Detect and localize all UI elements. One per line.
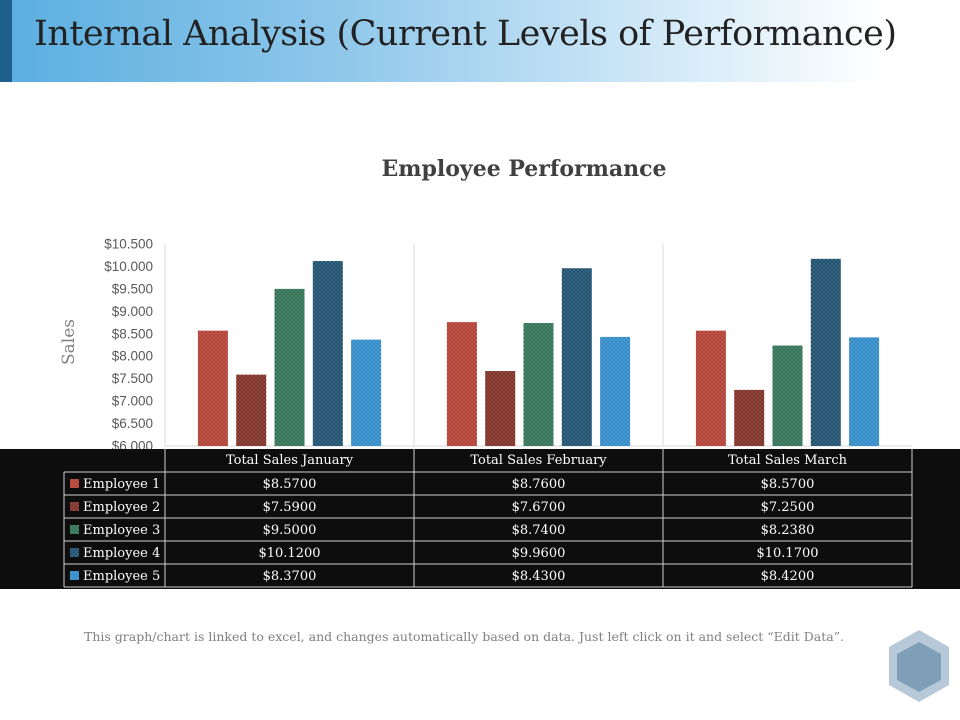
legend-key-1	[70, 479, 79, 488]
data-table-cell: $8.7400	[512, 523, 566, 538]
data-table-cell: $7.6700	[512, 500, 566, 515]
y-tick-label: $8.500	[112, 326, 153, 341]
bar	[772, 345, 803, 446]
data-table-column-header: Total Sales January	[226, 453, 354, 468]
data-table-cell: $7.5900	[263, 500, 317, 515]
bar	[695, 330, 726, 446]
data-table-cell: $7.2500	[761, 500, 815, 515]
bar	[485, 371, 516, 446]
hexagon-inner-shape	[897, 642, 941, 692]
title-accent-stripe	[0, 0, 12, 82]
data-table-cell: $8.4300	[512, 569, 566, 584]
y-tick-label: $10.000	[104, 259, 153, 274]
legend-series-name: Employee 2	[83, 500, 160, 515]
slide-title: Internal Analysis (Current Levels of Per…	[34, 14, 897, 54]
legend-key-4	[70, 548, 79, 557]
footer-note: This graph/chart is linked to excel, and…	[84, 629, 845, 644]
bar	[446, 322, 477, 446]
data-table-cell: $9.9600	[512, 546, 566, 561]
data-table-cell: $8.5700	[761, 477, 815, 492]
data-table-cell: $8.5700	[263, 477, 317, 492]
bar	[523, 323, 554, 446]
legend-key-3	[70, 525, 79, 534]
hexagon-logo-icon	[889, 630, 949, 702]
bar	[236, 374, 267, 446]
y-tick-label: $9.500	[112, 281, 153, 296]
bar	[197, 330, 228, 446]
data-table-column-header: Total Sales February	[470, 453, 607, 468]
data-table-column-header: Total Sales March	[728, 453, 848, 468]
y-tick-label: $9.000	[112, 304, 153, 319]
data-table-cell: $8.2380	[761, 523, 815, 538]
legend-series-name: Employee 1	[83, 477, 160, 492]
y-tick-label: $7.500	[112, 371, 153, 386]
bar	[810, 258, 841, 446]
data-table-background	[0, 449, 960, 589]
bar	[351, 339, 382, 446]
y-tick-label: $8.000	[112, 349, 153, 364]
data-table-cell: $8.7600	[512, 477, 566, 492]
bar	[274, 288, 305, 446]
y-tick-label: $7.000	[112, 394, 153, 409]
legend-key-2	[70, 502, 79, 511]
data-table-cell: $8.3700	[263, 569, 317, 584]
data-table-cell: $9.5000	[263, 523, 317, 538]
y-tick-label: $10.500	[104, 237, 153, 252]
bar	[600, 336, 631, 446]
data-table-cell: $8.4200	[761, 569, 815, 584]
legend-series-name: Employee 4	[83, 546, 160, 561]
legend-series-name: Employee 5	[83, 569, 160, 584]
y-tick-label: $6.500	[112, 416, 153, 431]
chart-title: Employee Performance	[381, 156, 667, 182]
legend-key-5	[70, 571, 79, 580]
bar	[312, 261, 343, 446]
title-bar	[0, 0, 960, 82]
bar	[561, 268, 592, 446]
y-axis-label: Sales	[59, 319, 79, 365]
bar	[734, 389, 765, 446]
data-table-cell: $10.1200	[258, 546, 320, 561]
bar	[849, 337, 880, 446]
data-table-cell: $10.1700	[756, 546, 818, 561]
legend-series-name: Employee 3	[83, 523, 160, 538]
